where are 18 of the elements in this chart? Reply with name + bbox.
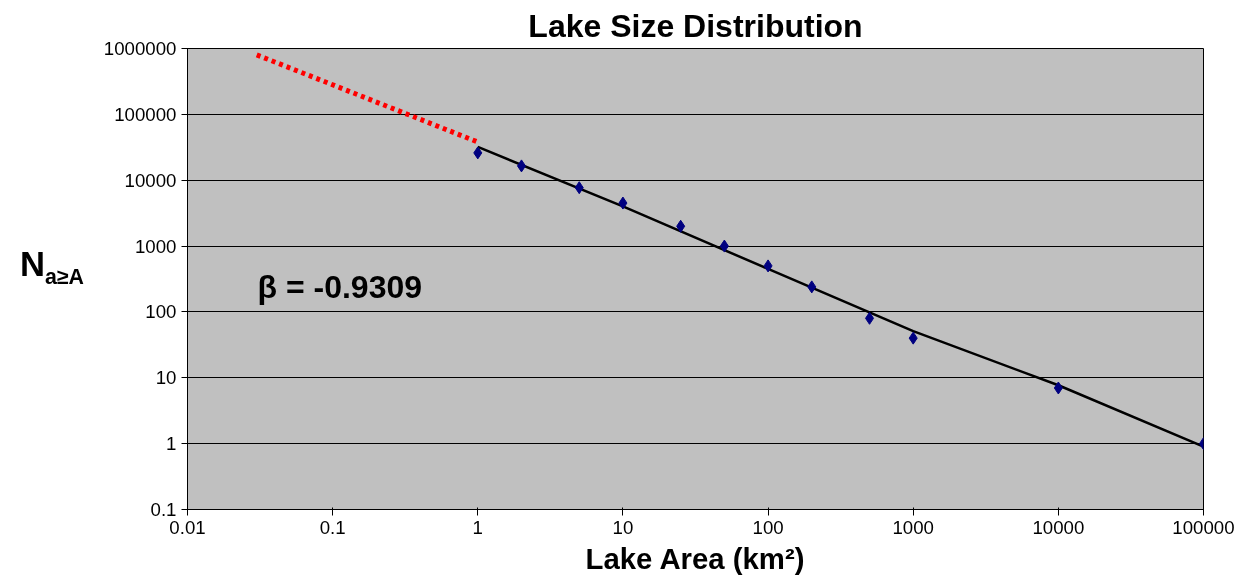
x-tick-label: 100000 <box>1172 516 1235 538</box>
x-tick-label: 10 <box>612 516 634 538</box>
y-tick-label: 100 <box>145 301 177 323</box>
y-tick-label: 1000 <box>135 235 177 257</box>
y-tick-label: 1000000 <box>103 38 177 59</box>
x-tick-label: 1000 <box>892 516 934 538</box>
x-axis-title: Lake Area (km²) <box>585 541 805 575</box>
y-tick-label: 1 <box>166 433 177 455</box>
x-tick-label: 100 <box>752 516 784 538</box>
chart-title: Lake Size Distribution <box>528 7 863 44</box>
x-tick-label: 1 <box>472 516 483 538</box>
y-tick-label: 10 <box>155 367 177 389</box>
y-tick-label: 100000 <box>114 103 177 125</box>
x-tick-label: 10000 <box>1032 516 1085 538</box>
y-axis-title: N$_{a≥A}$ <box>20 244 85 291</box>
y-tick-label: 10000 <box>124 169 177 191</box>
x-tick-label: 0.1 <box>319 516 346 538</box>
annotation: β = -0.9309 <box>257 268 423 305</box>
